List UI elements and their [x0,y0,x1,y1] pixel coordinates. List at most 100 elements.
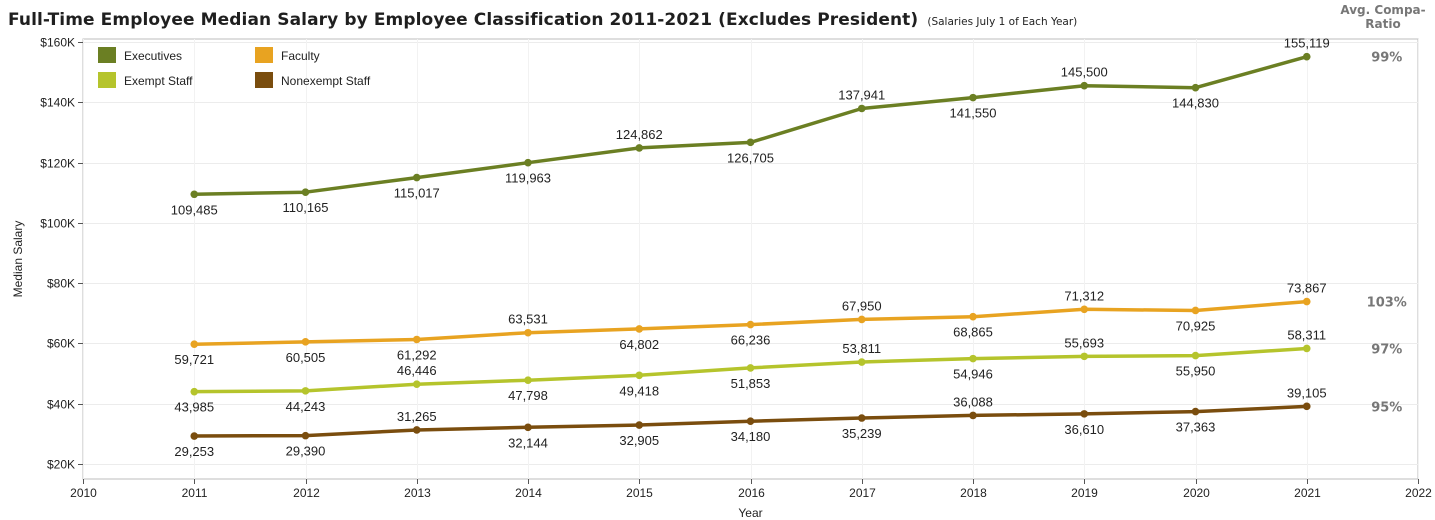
data-point-nonexempt-staff [1302,402,1311,411]
data-label-exempt-staff: 55,950 [1176,364,1216,379]
compa-ratio-faculty: 103% [1367,296,1407,311]
data-point-nonexempt-staff [635,421,644,429]
x-tick-label: 2011 [182,486,208,500]
data-point-exempt-staff [190,387,199,396]
data-point-faculty [746,320,755,329]
x-tick-label: 2020 [1183,486,1210,500]
data-label-nonexempt-staff: 39,105 [1287,385,1327,400]
data-point-faculty [1191,306,1200,315]
data-label-executives: 141,550 [950,106,997,121]
data-point-executives [190,190,199,199]
data-point-nonexempt-staff [969,411,977,420]
data-point-executives [1302,52,1311,61]
data-label-nonexempt-staff: 31,265 [397,409,437,424]
data-label-nonexempt-staff: 37,363 [1176,420,1216,435]
data-point-executives [746,138,755,147]
data-point-executives [969,93,977,102]
y-tick-label: $160K [40,36,75,50]
data-label-faculty: 70,925 [1176,318,1216,333]
legend-swatch [98,72,116,88]
compa-ratio-executives: 99% [1371,51,1402,66]
legend-label: Faculty [281,49,320,63]
data-label-exempt-staff: 51,853 [731,376,771,391]
x-tick-label: 2016 [738,486,765,500]
data-point-nonexempt-staff [524,423,532,432]
data-point-executives [635,144,644,152]
x-tick-label: 2012 [293,486,320,500]
data-point-faculty [301,338,310,346]
data-label-faculty: 66,236 [731,333,771,348]
data-label-exempt-staff: 44,243 [286,399,326,414]
legend-swatch [98,47,116,63]
data-point-faculty [524,328,532,337]
compa-ratio-exempt-staff: 97% [1371,342,1402,357]
data-label-nonexempt-staff: 35,239 [842,426,882,441]
legend-label: Executives [124,49,182,63]
data-point-nonexempt-staff [1191,407,1200,416]
chart-title: Full-Time Employee Median Salary by Empl… [8,10,919,30]
data-label-nonexempt-staff: 29,390 [286,444,326,459]
data-label-exempt-staff: 55,693 [1064,335,1104,350]
y-tick-label: $140K [40,96,75,110]
data-label-executives: 126,705 [727,150,774,165]
data-point-exempt-staff [1191,351,1200,360]
data-label-nonexempt-staff: 29,253 [174,444,214,459]
data-label-nonexempt-staff: 32,905 [619,433,659,448]
y-tick-label: $60K [47,337,75,351]
chart-title-row: Full-Time Employee Median Salary by Empl… [8,10,1077,30]
compa-ratio-header: Avg. Compa-Ratio [1340,3,1426,31]
x-tick-label: 2021 [1294,486,1321,500]
data-label-nonexempt-staff: 36,088 [953,394,993,409]
data-point-executives [1080,81,1089,90]
data-label-executives: 155,119 [1284,36,1330,51]
data-point-nonexempt-staff [857,414,866,422]
x-tick-label: 2010 [70,486,97,500]
data-label-faculty: 73,867 [1287,281,1327,296]
data-label-faculty: 64,802 [619,337,659,352]
data-point-nonexempt-staff [746,417,755,425]
x-tick-label: 2015 [626,486,653,500]
data-label-exempt-staff: 46,446 [397,363,437,378]
data-point-executives [301,188,310,197]
data-label-faculty: 71,312 [1064,288,1104,303]
data-label-executives: 115,017 [394,186,440,201]
x-tick-label: 2017 [849,486,876,500]
data-point-faculty [969,312,977,321]
data-label-faculty: 63,531 [508,312,548,327]
data-label-nonexempt-staff: 34,180 [731,429,771,444]
data-label-exempt-staff: 58,311 [1287,327,1326,342]
data-label-executives: 110,165 [282,200,328,215]
data-point-executives [524,158,532,167]
x-tick-label: 2014 [515,486,542,500]
data-point-exempt-staff [412,380,421,389]
data-point-faculty [412,335,421,344]
data-point-faculty [190,340,199,349]
data-label-faculty: 68,865 [953,325,993,340]
legend-swatch [255,47,273,63]
chart-subtitle: (Salaries July 1 of Each Year) [927,16,1078,28]
y-tick-label: $80K [47,277,75,291]
data-point-exempt-staff [635,371,644,380]
x-tick-label: 2019 [1071,486,1098,500]
data-point-nonexempt-staff [190,432,199,440]
legend-label: Exempt Staff [124,74,193,88]
data-point-faculty [857,315,866,324]
x-tick-label: 2013 [404,486,431,500]
data-label-faculty: 60,505 [286,350,326,365]
data-point-exempt-staff [857,358,866,366]
data-point-exempt-staff [969,354,977,363]
data-label-exempt-staff: 54,946 [953,367,993,382]
data-point-faculty [1302,297,1311,306]
data-point-exempt-staff [524,376,532,384]
data-point-executives [857,104,866,113]
data-point-executives [412,173,421,182]
data-point-exempt-staff [301,387,310,395]
data-point-faculty [635,325,644,333]
data-point-exempt-staff [1080,352,1089,361]
data-label-executives: 109,485 [171,202,218,217]
x-axis-title: Year [738,506,762,520]
data-point-nonexempt-staff [412,426,421,434]
x-tick-label: 2018 [960,486,987,500]
data-label-faculty: 61,292 [397,347,437,362]
